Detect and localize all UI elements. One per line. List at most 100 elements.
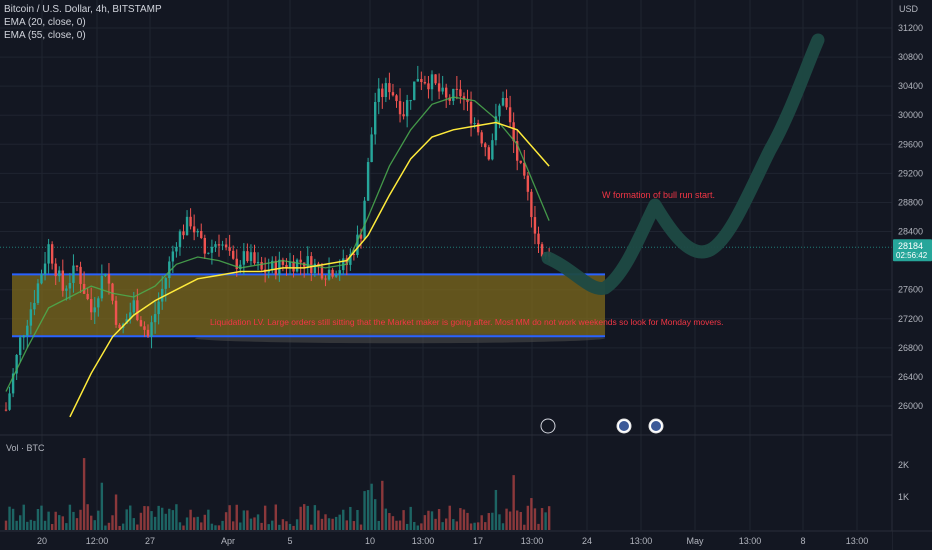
candle-body bbox=[146, 329, 150, 337]
candle-body bbox=[178, 231, 182, 247]
volume-bar bbox=[491, 512, 494, 530]
time-tick-label: 13:00 bbox=[412, 536, 435, 546]
candle-body bbox=[491, 140, 494, 160]
candle-body bbox=[324, 278, 327, 280]
liquidation-note: Liquidation LV. Large orders still sitti… bbox=[210, 317, 724, 327]
volume-bar bbox=[445, 518, 448, 530]
time-tick-label: 27 bbox=[145, 536, 155, 546]
candle-body bbox=[267, 270, 270, 273]
candle-body bbox=[484, 143, 487, 148]
volume-bar bbox=[416, 525, 419, 530]
candle-body bbox=[313, 263, 317, 273]
volume-bar bbox=[260, 522, 263, 530]
volume-bar bbox=[430, 511, 434, 530]
volume-bar bbox=[342, 509, 345, 530]
volume-bar bbox=[395, 520, 398, 530]
candle-body bbox=[104, 273, 107, 276]
time-tick-label: 13:00 bbox=[739, 536, 762, 546]
candle-body bbox=[210, 246, 214, 253]
candle-body bbox=[33, 302, 36, 310]
volume-bar bbox=[104, 525, 107, 530]
volume-bar bbox=[192, 517, 196, 530]
volume-bar bbox=[494, 489, 498, 530]
candle-body bbox=[61, 270, 64, 291]
volume-bar bbox=[221, 520, 224, 530]
candle-body bbox=[192, 226, 196, 233]
candle-body bbox=[175, 246, 178, 252]
candle-body bbox=[281, 259, 285, 265]
w-formation-note: W formation of bull run start. bbox=[602, 190, 715, 200]
candle-body bbox=[526, 175, 530, 192]
volume-bar bbox=[448, 505, 451, 530]
ema20-legend[interactable]: EMA (20, close, 0) bbox=[4, 17, 86, 28]
candle-body bbox=[65, 288, 68, 291]
volume-bar bbox=[40, 505, 43, 530]
candle-body bbox=[498, 105, 501, 117]
candle-body bbox=[388, 83, 391, 93]
volume-bar bbox=[547, 506, 551, 530]
candle-body bbox=[292, 261, 295, 272]
price-tick-label: 28400 bbox=[898, 227, 923, 237]
volume-bar bbox=[484, 522, 487, 530]
candle-body bbox=[43, 263, 47, 275]
time-tick-label: May bbox=[686, 536, 704, 546]
volume-bar bbox=[93, 520, 96, 530]
candle-body bbox=[540, 244, 544, 257]
volume-bar bbox=[537, 523, 540, 530]
candle-body bbox=[537, 233, 540, 245]
price-tick-label: 30400 bbox=[898, 81, 923, 91]
volume-bar bbox=[36, 508, 40, 530]
volume-bar bbox=[402, 510, 405, 530]
volume-bar bbox=[182, 525, 185, 530]
candle-body bbox=[185, 216, 189, 236]
candle-body bbox=[448, 97, 451, 101]
symbol-title[interactable]: Bitcoin / U.S. Dollar, 4h, BITSTAMP bbox=[4, 4, 162, 15]
candle-body bbox=[384, 83, 388, 98]
candle-body bbox=[235, 258, 238, 270]
candle-body bbox=[26, 325, 29, 336]
price-tick-label: 26800 bbox=[898, 343, 923, 353]
volume-bar bbox=[19, 515, 22, 530]
volume-bar bbox=[200, 522, 203, 530]
candle-body bbox=[114, 300, 118, 325]
candle-body bbox=[459, 89, 462, 97]
ema-lines bbox=[5, 96, 550, 418]
time-tick-label: 24 bbox=[582, 536, 592, 546]
candle-body bbox=[469, 101, 473, 124]
candle-body bbox=[139, 320, 143, 327]
volume-bar bbox=[157, 505, 160, 530]
candle-body bbox=[512, 122, 515, 142]
volume-bar bbox=[75, 518, 79, 530]
candle-body bbox=[19, 337, 22, 355]
volume-bar bbox=[437, 509, 441, 530]
volume-bar bbox=[345, 520, 348, 530]
time-axis-panel bbox=[0, 531, 892, 550]
candle-body bbox=[249, 252, 253, 262]
candle-body bbox=[203, 238, 206, 254]
price-tick-label: 29600 bbox=[898, 139, 923, 149]
candle-body bbox=[82, 283, 86, 294]
candle-body bbox=[168, 261, 171, 279]
volume-bar bbox=[498, 514, 501, 530]
candle-body bbox=[480, 132, 483, 144]
volume-bar bbox=[82, 458, 86, 530]
volume-bar bbox=[530, 498, 533, 530]
volume-bar bbox=[267, 524, 270, 530]
volume-bar bbox=[164, 513, 167, 530]
volume-bar bbox=[377, 520, 380, 530]
volume-bar bbox=[469, 523, 473, 530]
price-tick-label: 29200 bbox=[898, 168, 923, 178]
price-tick-label: 26400 bbox=[898, 372, 923, 382]
volume-bar bbox=[391, 516, 395, 530]
volume-bar bbox=[107, 522, 111, 530]
volume-bar bbox=[288, 523, 292, 530]
volume-bar bbox=[54, 511, 57, 530]
volume-bar bbox=[263, 505, 267, 530]
volume-bar bbox=[242, 510, 246, 530]
ema20-line bbox=[5, 96, 550, 392]
volume-bar bbox=[398, 520, 402, 530]
candle-body bbox=[409, 100, 412, 102]
ema55-legend[interactable]: EMA (55, close, 0) bbox=[4, 30, 86, 41]
